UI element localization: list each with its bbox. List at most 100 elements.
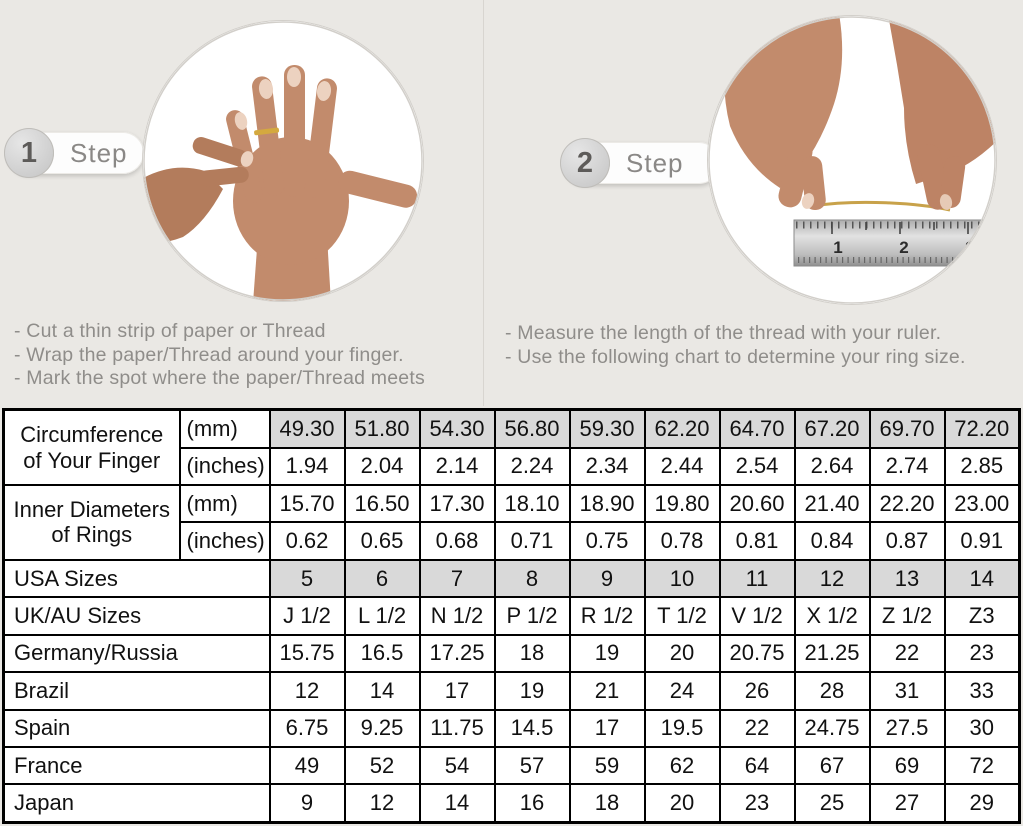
table-cell: 22 (718, 708, 796, 748)
ruler-number-1: 1 (833, 238, 842, 257)
table-cell: 16.5 (343, 633, 421, 674)
table-cell: 2.54 (718, 446, 796, 487)
table-cell: 59 (568, 745, 646, 786)
table-cell: 18 (568, 783, 646, 824)
table-cell: 24.75 (793, 708, 871, 748)
ruler-number-2: 2 (899, 238, 908, 257)
row-label-usa: USA Sizes (2, 558, 271, 599)
table-row: UK/AU Sizes J 1/2 L 1/2 N 1/2 P 1/2 R 1/… (2, 596, 1021, 636)
thread-ring-icon (254, 127, 280, 136)
table-cell: 17 (418, 671, 496, 711)
table-cell: 26 (718, 671, 796, 711)
table-cell: 28 (793, 671, 871, 711)
table-cell: 9 (568, 558, 646, 599)
table-cell: 0.84 (793, 521, 871, 561)
table-cell: 20 (643, 633, 721, 674)
table-cell: 1.94 (268, 446, 346, 487)
table-cell: 62.20 (643, 408, 721, 449)
table-cell: 14 (943, 558, 1021, 599)
table-cell: 51.80 (343, 408, 421, 449)
table-cell: 14.5 (493, 708, 571, 748)
row-label-germany-russia: Germany/Russia (2, 633, 271, 674)
table-cell: 0.75 (568, 521, 646, 561)
instruction-line: - Measure the length of the thread with … (505, 322, 942, 344)
row-label-spain: Spain (2, 708, 271, 748)
table-cell: 18 (493, 633, 571, 674)
table-cell: 22.20 (868, 483, 946, 524)
hand-with-ring-icon (143, 21, 423, 301)
table-cell: 15.75 (268, 633, 346, 674)
step-2-badge: Step 2 (560, 138, 720, 188)
table-cell: 5 (268, 558, 346, 599)
instruction-line: - Wrap the paper/Thread around your fing… (14, 343, 404, 366)
table-cell: 0.81 (718, 521, 796, 561)
table-cell: 27 (868, 783, 946, 824)
table-cell: 8 (493, 558, 571, 599)
table-cell: 23 (718, 783, 796, 824)
table-cell: 2.74 (868, 446, 946, 487)
table-cell: 27.5 (868, 708, 946, 748)
table-cell: 49 (268, 745, 346, 786)
step-2-number: 2 (560, 138, 610, 188)
table-cell: 0.78 (643, 521, 721, 561)
table-cell: 69.70 (868, 408, 946, 449)
row-label-japan: Japan (2, 783, 271, 824)
table-cell: Z 1/2 (868, 596, 946, 636)
table-cell: 69 (868, 745, 946, 786)
measuring-with-ruler-icon: 1 2 3 (708, 16, 996, 304)
table-cell: 64.70 (718, 408, 796, 449)
step-1-badge: Step 1 (4, 128, 144, 178)
table-cell: 16 (493, 783, 571, 824)
row-label-brazil: Brazil (2, 671, 271, 711)
table-cell: 52 (343, 745, 421, 786)
table-row: Circumference of Your Finger (mm) 49.30 … (2, 408, 1021, 486)
table-row: USA Sizes 5 6 7 8 9 10 11 12 13 14 (2, 558, 1021, 599)
table-cell: 24 (643, 671, 721, 711)
step-1-label: Step (70, 137, 128, 168)
table-cell: 67.20 (793, 408, 871, 449)
table-cell: 2.24 (493, 446, 571, 487)
table-cell: 59.30 (568, 408, 646, 449)
table-cell: 0.71 (493, 521, 571, 561)
table-cell: 10 (643, 558, 721, 599)
unit-label: (mm) (178, 408, 271, 449)
table-cell: 17 (568, 708, 646, 748)
table-row: (inches) 0.62 0.65 0.68 0.71 0.75 0.78 0… (4, 521, 1021, 561)
table-cell: 16.50 (343, 483, 421, 524)
table-cell: 2.64 (793, 446, 871, 487)
table-cell: 9 (268, 783, 346, 824)
table-cell: J 1/2 (268, 596, 346, 636)
table-row: Japan 9 12 14 16 18 20 23 25 27 29 (2, 783, 1021, 824)
table-cell: Z3 (943, 596, 1021, 636)
table-cell: 2.44 (643, 446, 721, 487)
table-cell: X 1/2 (793, 596, 871, 636)
table-cell: 14 (418, 783, 496, 824)
table-cell: 2.04 (343, 446, 421, 487)
table-row: France 49 52 54 57 59 62 64 67 69 72 (2, 745, 1021, 786)
table-cell: 19 (493, 671, 571, 711)
table-cell: 17.30 (418, 483, 496, 524)
table-row: Brazil 12 14 17 19 21 24 26 28 31 33 (2, 671, 1021, 711)
instruction-line: - Cut a thin strip of paper or Thread (14, 320, 326, 342)
table-cell: 20.75 (718, 633, 796, 674)
table-cell: 57 (493, 745, 571, 786)
ring-size-table: Circumference of Your Finger (mm) 49.30 … (2, 408, 1021, 824)
table-cell: 12 (268, 671, 346, 711)
unit-label: (mm) (178, 483, 271, 524)
table-row: Inner Diameters of Rings (mm) 15.70 16.5… (2, 483, 1021, 561)
fingernails (234, 67, 332, 130)
table-cell: 18.90 (568, 483, 646, 524)
row-label-france: France (2, 745, 271, 786)
unit-label: (inches) (178, 521, 271, 561)
table-cell: 64 (718, 745, 796, 786)
table-cell: 19.80 (643, 483, 721, 524)
row-label-uk-au: UK/AU Sizes (2, 596, 271, 636)
step-2-photo: 1 2 3 (708, 16, 996, 304)
table-cell: 0.62 (268, 521, 346, 561)
table-cell: 2.85 (943, 446, 1021, 487)
table-cell: 20.60 (718, 483, 796, 524)
step-1-number: 1 (4, 128, 54, 178)
table-cell: 0.68 (418, 521, 496, 561)
table-cell: 23.00 (943, 483, 1021, 524)
